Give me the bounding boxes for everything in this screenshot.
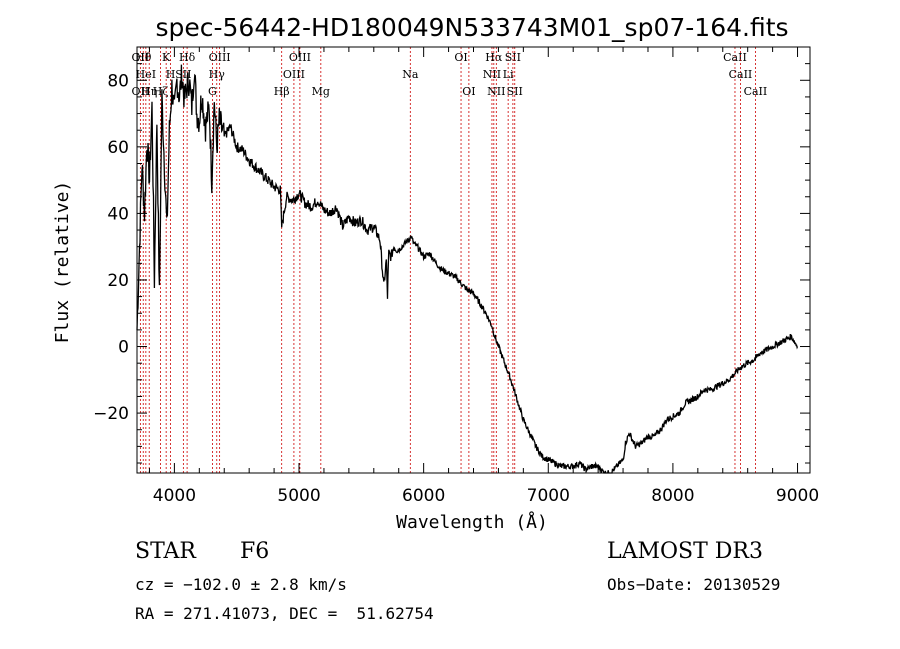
chart-title: spec-56442-HD180049N533743M01_sp07-164.f… <box>155 13 788 42</box>
x-axis-label: Wavelength (Å) <box>396 511 548 533</box>
y-tick-label: 60 <box>107 138 129 158</box>
y-tick-label: 80 <box>107 71 129 91</box>
line-marker-label: Hα <box>485 51 503 64</box>
line-marker-label: SII <box>175 68 191 81</box>
coordinates-readout: RA = 271.41073, DEC = 51.62754 <box>135 604 434 623</box>
velocity-readout: cz = −102.0 ± 2.8 km/s <box>135 575 347 594</box>
line-marker-label: Hζ <box>153 85 169 98</box>
x-tick-label: 8000 <box>651 486 694 506</box>
observation-date: Obs−Date: 20130529 <box>607 575 781 594</box>
x-tick-label: 6000 <box>402 486 445 506</box>
y-tick-label: 20 <box>107 271 129 291</box>
line-marker-label: OIII <box>289 51 311 64</box>
line-marker-label: NII <box>483 68 501 81</box>
object-class: STAR <box>135 539 196 564</box>
line-marker-label: Hβ <box>274 85 290 98</box>
line-marker-label: Hγ <box>209 68 226 81</box>
spectrum-series-line <box>136 64 799 474</box>
line-marker-label: CaII <box>723 51 747 64</box>
x-tick-label: 9000 <box>776 486 819 506</box>
subclass: F6 <box>240 539 270 564</box>
y-axis-label: Flux (relative) <box>52 181 73 344</box>
line-marker-label: Hδ <box>179 51 196 64</box>
y-tick-label: −20 <box>93 404 129 424</box>
plot-frame <box>136 46 811 474</box>
line-marker-label: HeI <box>136 68 156 81</box>
line-marker-label: OI <box>454 51 467 64</box>
line-marker-label: NII <box>487 85 505 98</box>
line-marker-label: Li <box>503 68 514 81</box>
line-marker-label: SII <box>505 51 521 64</box>
x-tick-label: 7000 <box>527 486 570 506</box>
y-tick-label: 0 <box>118 338 129 358</box>
line-marker-label: CaII <box>744 85 768 98</box>
line-marker-label: OIII <box>283 68 305 81</box>
line-marker-label: Na <box>402 68 419 81</box>
axis-ticks: 4000 5000 6000 7000 8000 9000 −20 0 20 40 60 80 <box>93 46 819 506</box>
line-marker-label: Hθ <box>135 51 152 64</box>
line-marker-label: SII <box>507 85 523 98</box>
line-marker-label: Hη <box>141 85 157 98</box>
line-marker-label: OIII <box>209 51 231 64</box>
x-tick-label: 4000 <box>153 486 196 506</box>
line-marker-label: H <box>166 68 176 81</box>
line-marker-label: OII <box>132 85 150 98</box>
line-marker-label: G <box>208 85 217 98</box>
y-tick-label: 40 <box>107 204 129 224</box>
line-marker-label: OII <box>132 51 150 64</box>
line-marker-label: Mg <box>312 85 330 98</box>
x-tick-label: 5000 <box>277 486 320 506</box>
line-marker-label: CaII <box>729 68 753 81</box>
line-marker-label: OI <box>462 85 475 98</box>
survey-name: LAMOST DR3 <box>607 539 763 564</box>
line-marker-label: K <box>162 51 171 64</box>
